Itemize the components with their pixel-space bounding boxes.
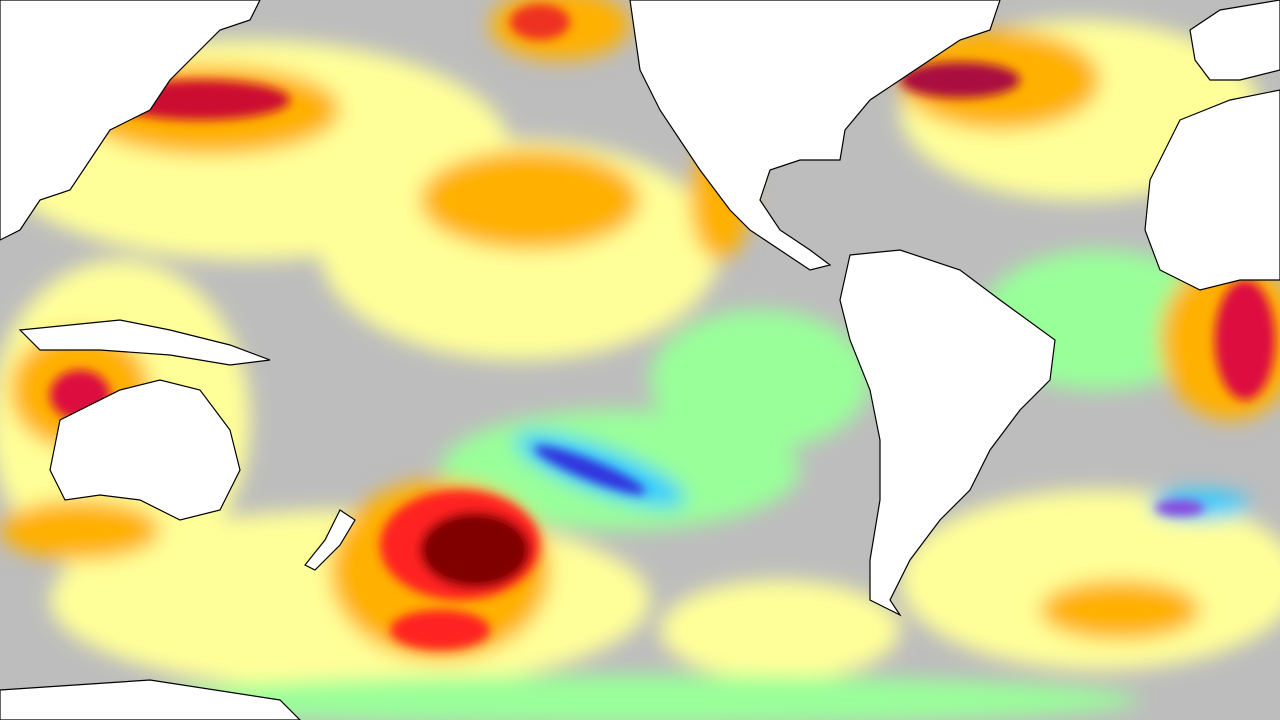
north-america [629, 0, 1001, 271]
new-zealand [304, 509, 356, 571]
europe [1189, 0, 1280, 81]
anomaly-extremes [50, 4, 1275, 650]
south-america [839, 249, 1056, 617]
antarctica [0, 679, 301, 720]
australia [49, 379, 241, 521]
indonesia [18, 319, 271, 366]
asia [0, 0, 261, 241]
africa [1144, 89, 1280, 291]
